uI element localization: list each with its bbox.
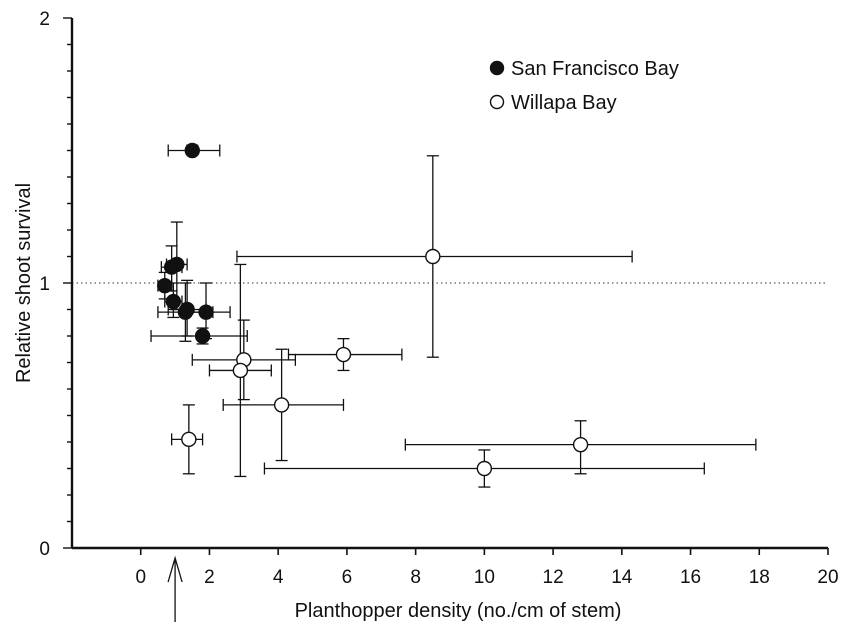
x-tick-label: 10: [474, 567, 495, 588]
data-point-willapa-bay: [335, 346, 352, 363]
legend: San Francisco Bay Willapa Bay: [489, 58, 679, 114]
x-tick-label: 6: [342, 567, 353, 588]
data-point-san-francisco-bay: [165, 293, 182, 310]
x-tick-label: 0: [135, 567, 146, 588]
data-point-san-francisco-bay: [194, 328, 211, 344]
data-point-willapa-bay: [273, 397, 290, 413]
data-point-layer: [157, 142, 589, 477]
legend-label-willapa-bay: Willapa Bay: [511, 92, 617, 114]
error-bar-layer: [150, 144, 757, 488]
data-point-san-francisco-bay: [157, 277, 173, 294]
legend-label-san-francisco-bay: San Francisco Bay: [511, 58, 679, 80]
x-tick-label: 12: [543, 567, 564, 588]
data-point-san-francisco-bay: [184, 142, 200, 159]
data-point-willapa-bay: [572, 436, 589, 453]
x-tick-label: 20: [817, 567, 838, 588]
data-point-willapa-bay: [232, 362, 249, 379]
x-tick-label: 8: [410, 567, 421, 588]
data-point-willapa-bay: [181, 431, 197, 448]
legend-marker-san-francisco-bay: [489, 60, 505, 76]
y-tick-label: 1: [39, 274, 50, 295]
x-tick-label: 4: [273, 567, 284, 588]
x-tick-label: 16: [680, 567, 701, 588]
arrow-head: [167, 555, 183, 583]
legend-marker-willapa-bay: [489, 94, 505, 110]
data-point-san-francisco-bay: [198, 304, 214, 320]
data-point-willapa-bay: [476, 460, 493, 477]
data-point-willapa-bay: [425, 248, 441, 265]
data-point-san-francisco-bay: [179, 301, 195, 318]
x-tick-label: 18: [749, 567, 770, 588]
x-tick-label: 2: [204, 567, 215, 588]
y-tick-label: 2: [39, 9, 50, 30]
y-tick-label: 0: [39, 539, 50, 560]
x-tick-label: 14: [611, 567, 633, 588]
y-axis-title: Relative shoot survival: [13, 183, 35, 383]
x-axis-title: Planthopper density (no./cm of stem): [295, 600, 622, 622]
density-arrow-layer: [167, 555, 183, 622]
data-point-san-francisco-bay: [169, 256, 185, 273]
